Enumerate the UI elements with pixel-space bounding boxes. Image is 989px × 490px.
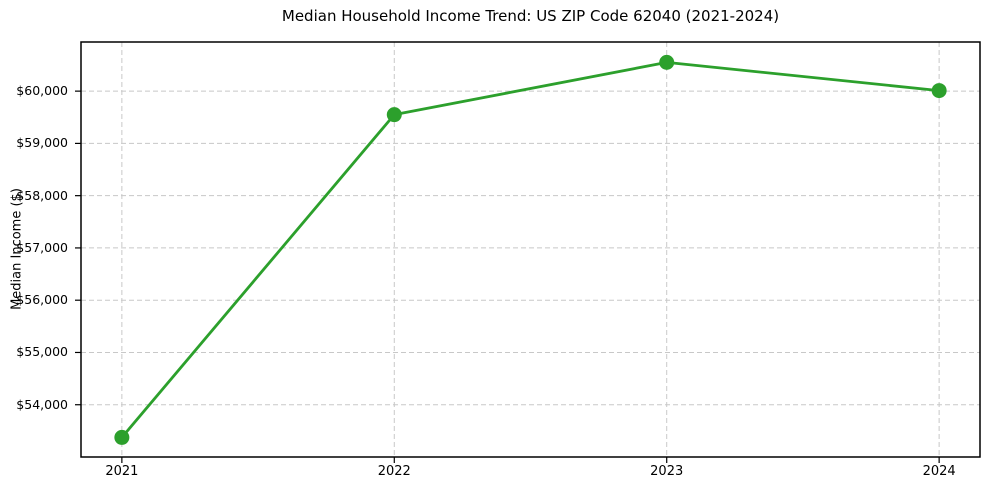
x-tick-label: 2021 xyxy=(105,464,139,479)
y-tick-label: $58,000 xyxy=(16,187,68,203)
y-tick-label: $57,000 xyxy=(16,239,68,255)
y-tick-label: $56,000 xyxy=(16,292,68,308)
y-tick-label: $59,000 xyxy=(16,135,68,151)
x-tick-label: 2023 xyxy=(650,464,684,479)
x-tick-label: 2022 xyxy=(377,464,411,479)
axes-frame xyxy=(80,41,981,458)
y-tick-label: $55,000 xyxy=(16,344,68,360)
y-tick-label: $54,000 xyxy=(16,396,68,412)
y-tick-label: $60,000 xyxy=(16,83,68,99)
data-point-2024 xyxy=(931,83,947,99)
income-trend-line xyxy=(120,60,941,439)
x-tick-label: 2024 xyxy=(922,464,956,479)
chart-title: Median Household Income Trend: US ZIP Co… xyxy=(281,7,780,25)
data-point-2023 xyxy=(659,54,675,70)
data-point-2022 xyxy=(386,107,402,123)
data-point-2021 xyxy=(114,429,130,445)
